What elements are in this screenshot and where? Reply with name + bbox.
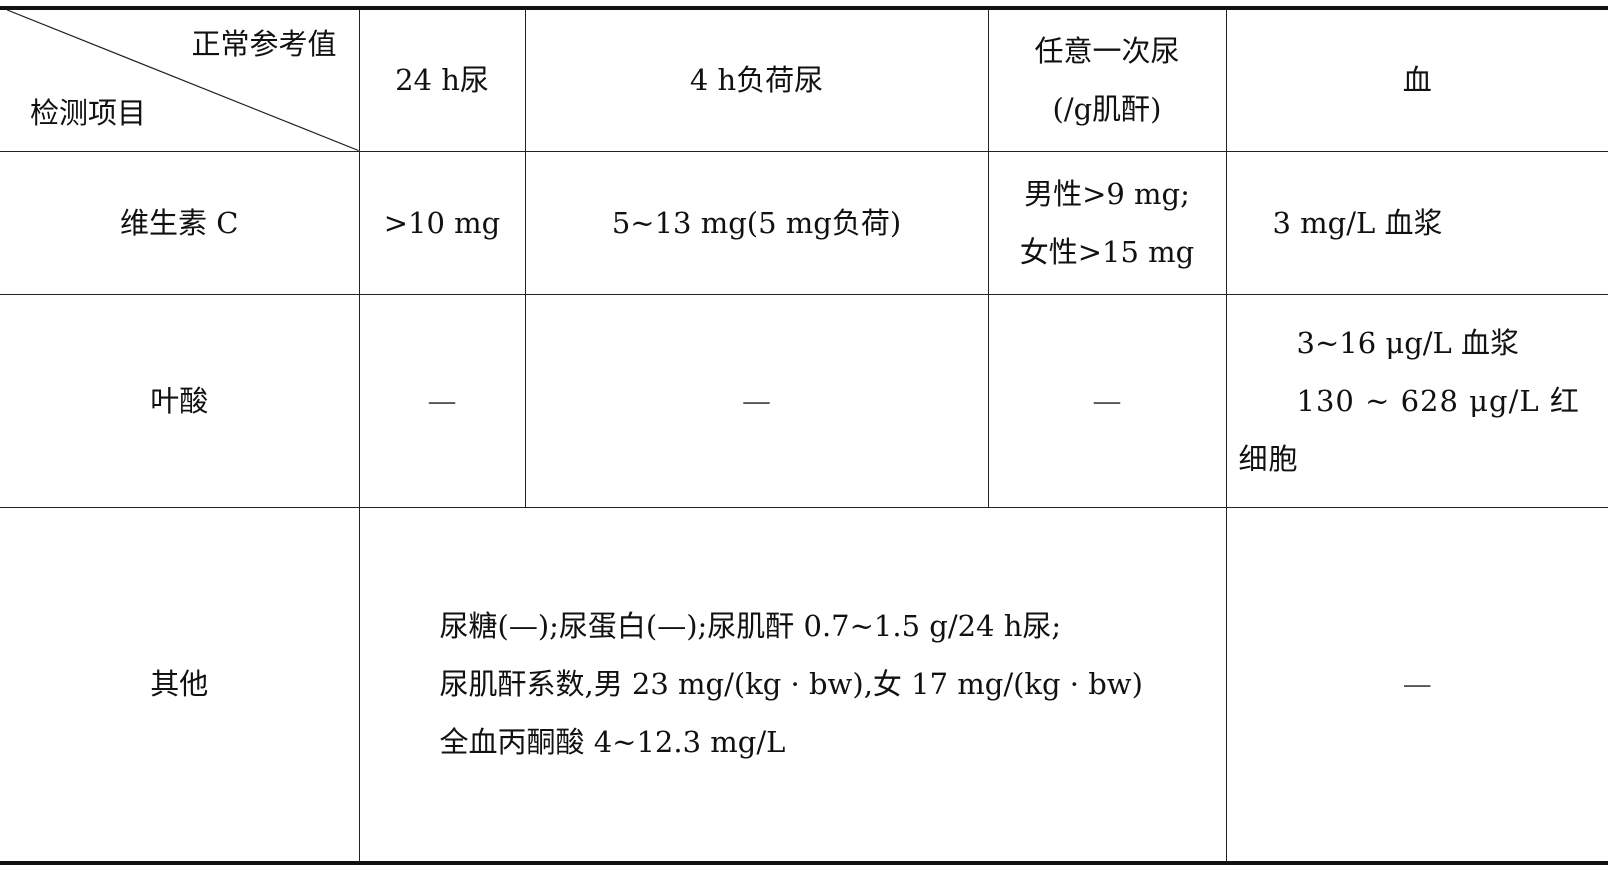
corner-top-label: 正常参考值: [191, 27, 337, 61]
cell-4h-load-urine: 5~13 mg(5 mg负荷): [524, 150, 989, 295]
col-header-24h-urine: 24 h尿: [358, 6, 526, 152]
cell-urine-merged: 尿糖(—);尿蛋白(—);尿肌酐 0.7~1.5 g/24 h尿; 尿肌酐系数,…: [358, 506, 1227, 865]
col-header-4h-load-urine: 4 h负荷尿: [524, 6, 989, 152]
reference-values-table: 正常参考值 检测项目 24 h尿 4 h负荷尿 任意一次尿 (/g肌酐) 血 维生…: [0, 6, 1608, 865]
cell-blood: —: [1225, 506, 1608, 865]
col-header-blood: 血: [1225, 6, 1608, 152]
table-row: 叶酸 — — — 3~16 μg/L 血浆 130 ~ 628 μg/L 红细胞: [0, 293, 1608, 508]
urine-note-3: 全血丙酮酸 4~12.3 mg/L: [439, 725, 786, 760]
cell-24h-urine: —: [358, 293, 526, 508]
item-cell: 其他: [0, 506, 360, 865]
cell-random-urine: —: [987, 293, 1227, 508]
cell-24h-urine: >10 mg: [358, 150, 526, 295]
col-header-line2: (/g肌酐): [1052, 92, 1162, 127]
diagonal-divider: [0, 10, 359, 151]
blood-rbc-value: 130 ~ 628 μg/L 红细胞: [1238, 383, 1580, 476]
col-header-line1: 任意一次尿: [1034, 34, 1180, 69]
table-row: 维生素 C >10 mg 5~13 mg(5 mg负荷) 男性>9 mg; 女性>…: [0, 150, 1608, 295]
cell-random-urine: 男性>9 mg; 女性>15 mg: [987, 150, 1227, 295]
male-value: 男性>9 mg;: [1024, 176, 1190, 211]
header-row: 正常参考值 检测项目 24 h尿 4 h负荷尿 任意一次尿 (/g肌酐) 血: [0, 6, 1608, 152]
cell-4h-load-urine: —: [524, 293, 989, 508]
urine-note-1: 尿糖(—);尿蛋白(—);尿肌酐 0.7~1.5 g/24 h尿;: [439, 609, 1062, 644]
item-cell: 维生素 C: [0, 150, 360, 295]
corner-header-cell: 正常参考值 检测项目: [0, 6, 360, 152]
item-cell: 叶酸: [0, 293, 360, 508]
urine-note-2: 尿肌酐系数,男 23 mg/(kg · bw),女 17 mg/(kg · bw…: [439, 667, 1143, 702]
female-value: 女性>15 mg: [1019, 234, 1195, 269]
col-header-random-urine: 任意一次尿 (/g肌酐): [987, 6, 1227, 152]
blood-value: 3 mg/L 血浆: [1272, 205, 1443, 240]
corner-bottom-label: 检测项目: [30, 95, 147, 130]
blood-plasma-value: 3~16 μg/L 血浆: [1296, 325, 1520, 360]
cell-blood: 3~16 μg/L 血浆 130 ~ 628 μg/L 红细胞: [1225, 293, 1608, 508]
cell-blood: 3 mg/L 血浆: [1225, 150, 1608, 295]
table-row: 其他 尿糖(—);尿蛋白(—);尿肌酐 0.7~1.5 g/24 h尿; 尿肌酐…: [0, 506, 1608, 865]
